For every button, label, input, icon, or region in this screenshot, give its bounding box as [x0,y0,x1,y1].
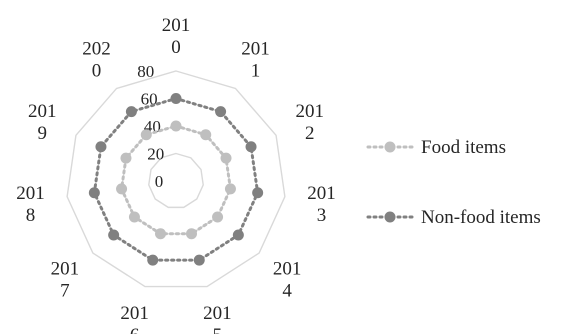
category-label: 2015 [203,303,232,334]
data-point [95,141,107,153]
category-label: 201 1 [241,38,270,81]
category-label: 201 3 [307,183,336,226]
r-tick-label: 80 [137,62,154,81]
data-point [120,152,132,164]
series-layer [88,93,264,266]
data-point [116,183,128,195]
category-label: 2016 [120,303,149,334]
data-point [212,211,224,223]
legend-label: Food items [421,137,506,158]
category-label: 201 2 [295,101,324,144]
data-point [220,152,232,164]
legend-label: Non-food items [421,207,541,228]
data-point [193,254,205,266]
data-point [88,187,100,199]
data-point [252,187,264,199]
series-0 [116,120,236,240]
data-point [125,106,137,118]
grid-ring-20 [148,152,204,209]
data-point [155,228,167,240]
category-label: 201 7 [51,258,80,301]
category-label: 202 0 [82,38,111,81]
data-point [108,229,120,241]
data-point [245,141,257,153]
legend: Food items Non-food items [366,137,541,228]
data-point [224,183,236,195]
data-point [140,129,152,141]
series-line [92,96,260,262]
category-label: 201 8 [16,183,45,226]
data-point [170,120,182,132]
category-label: 201 4 [273,258,302,301]
data-point [128,211,140,223]
legend-marker [384,211,396,223]
r-tick-label: 20 [147,145,164,164]
series-1 [88,93,264,266]
legend-item: Non-food items [366,207,541,228]
r-tick-label: 60 [141,90,158,109]
legend-marker [384,141,396,153]
data-point [215,106,227,118]
data-point [232,229,244,241]
category-label: 201 0 [162,15,191,58]
grid-ring-80 [66,70,286,288]
legend-item: Food items [366,137,506,158]
data-point [185,228,197,240]
data-point [170,93,182,104]
category-label: 201 9 [28,101,57,144]
data-point [200,129,212,141]
data-point [147,254,159,266]
r-tick-label: 0 [155,172,164,191]
